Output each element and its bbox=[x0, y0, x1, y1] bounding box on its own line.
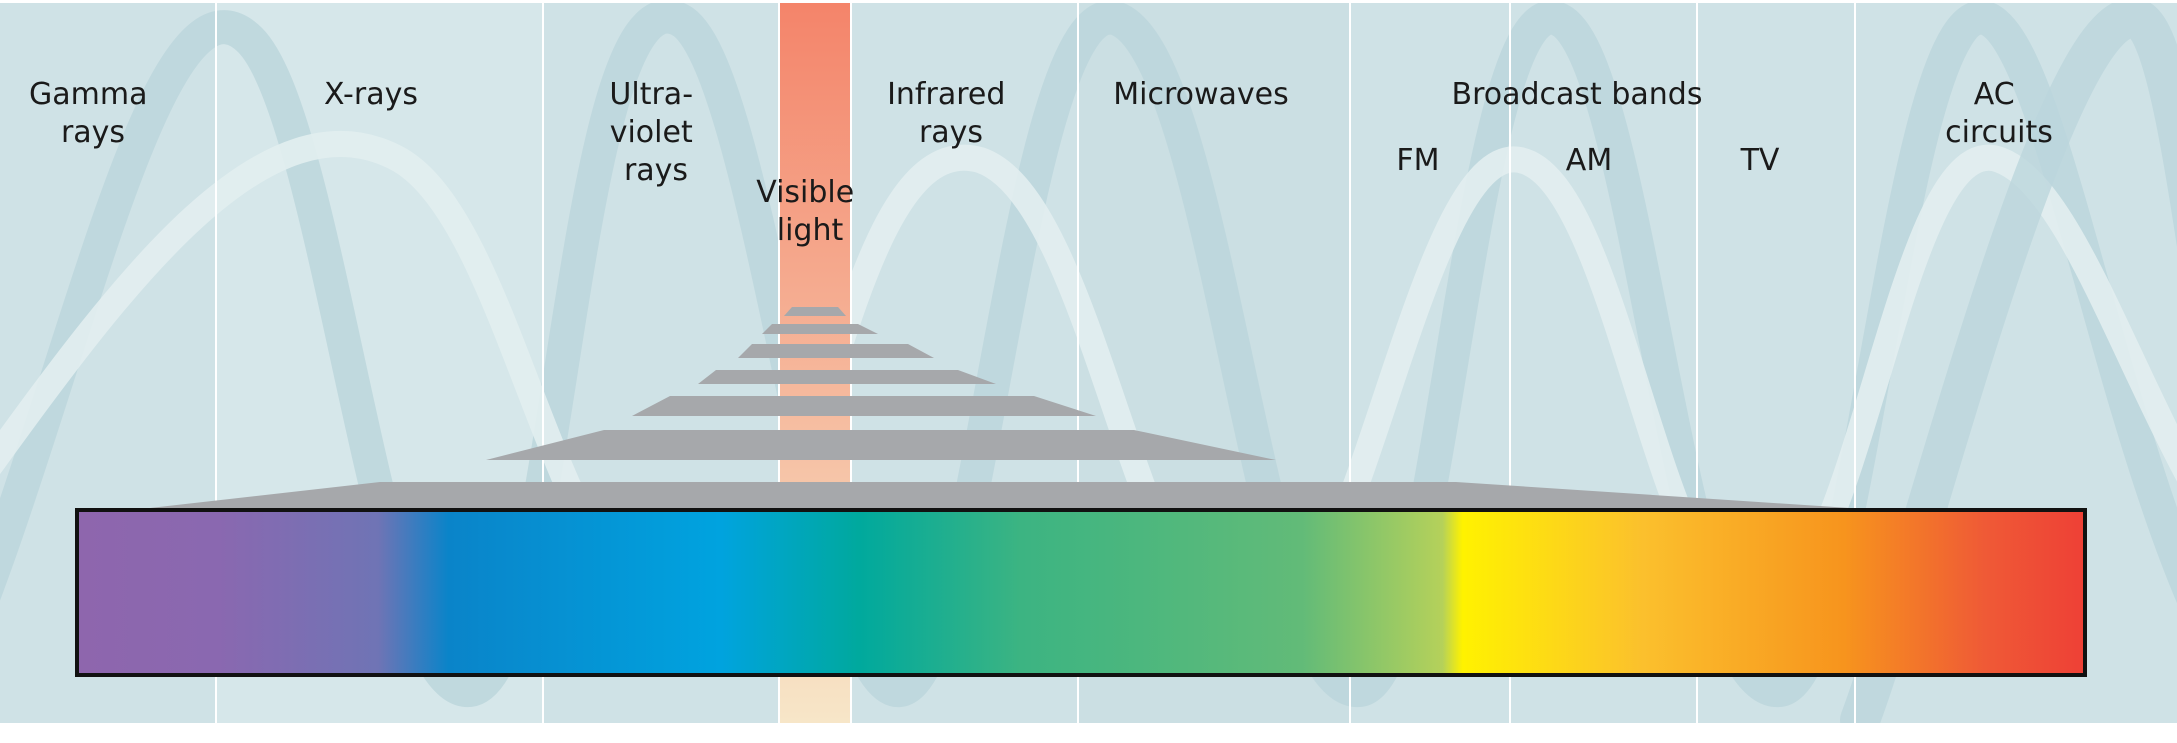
prism-plate-5 bbox=[632, 396, 1096, 416]
prism-plate-2 bbox=[762, 324, 878, 334]
band-labels: Gamma rays X-rays Ultra- violet rays Vis… bbox=[29, 77, 2053, 248]
prism-plate-3 bbox=[738, 344, 934, 358]
prism-plate-1 bbox=[784, 307, 846, 316]
label-broadcast-bands: Broadcast bands bbox=[1452, 77, 1703, 112]
prism-plate-4 bbox=[698, 370, 996, 384]
label-fm: FM bbox=[1396, 143, 1439, 178]
label-x-rays: X-rays bbox=[324, 77, 418, 112]
label-gamma-rays: Gamma rays bbox=[29, 77, 157, 150]
prism-stack bbox=[150, 307, 1850, 508]
prism-plate-7 bbox=[150, 482, 1850, 508]
label-ac-circuits: AC circuits bbox=[1945, 77, 2053, 150]
label-visible-light: Visible light bbox=[756, 175, 864, 248]
prism-plate-6 bbox=[486, 430, 1276, 460]
label-ultraviolet-rays: Ultra- violet rays bbox=[609, 77, 702, 188]
label-tv: TV bbox=[1740, 143, 1780, 178]
visible-spectrum-bar bbox=[75, 508, 2087, 677]
label-infrared-rays: Infrared rays bbox=[887, 77, 1015, 150]
label-am: AM bbox=[1566, 143, 1612, 178]
label-microwaves: Microwaves bbox=[1113, 77, 1289, 112]
